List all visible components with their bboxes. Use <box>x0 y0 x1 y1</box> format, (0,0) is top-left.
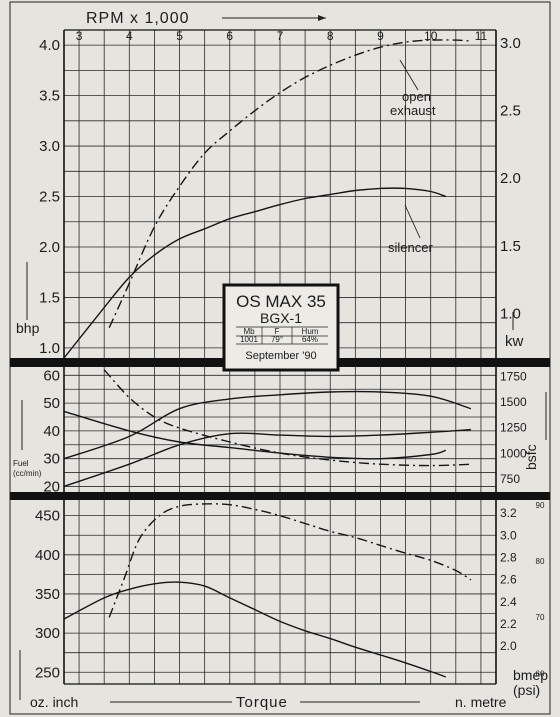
silencer-pointer <box>404 204 421 239</box>
left-tick-label: 1.0 <box>39 340 60 357</box>
open-exhaust-annotation-line1: open <box>402 89 431 104</box>
test-date: September '90 <box>245 350 316 362</box>
humidity-header: Hum <box>302 327 319 336</box>
left-tick-label: 30 <box>43 451 60 468</box>
bsfc-tick-label: 1250 <box>500 421 527 435</box>
open-exhaust-pointer <box>399 59 419 91</box>
left-tick-label: 1.5 <box>39 289 60 306</box>
bmep-label: bmep <box>513 667 548 683</box>
nm-tick-label: 2.8 <box>500 551 517 565</box>
torque-axis-label: Torque <box>236 694 288 711</box>
kw-tick-label: 1.5 <box>500 238 521 255</box>
series-bsfc-silencer-line <box>63 410 447 460</box>
bsfc-tick-label: 1000 <box>500 446 527 460</box>
temp-value: 79° <box>271 335 283 344</box>
rpm-tick-label: 9 <box>377 29 384 43</box>
bsfc-tick-label: 1750 <box>500 369 527 383</box>
nm-tick-label: 2.2 <box>500 617 517 631</box>
left-tick-label: 250 <box>35 664 60 681</box>
rpm-tick-label: 3 <box>76 29 83 43</box>
rpm-axis-label: RPM x 1,000 <box>86 10 189 27</box>
nm-tick-label: 3.2 <box>500 506 517 520</box>
baro-value: 1001 <box>240 335 258 344</box>
series-open-exhaust-line <box>108 39 471 328</box>
left-tick-label: 2.0 <box>39 239 60 256</box>
bsfc-tick-label: 1500 <box>500 395 527 409</box>
series-fuel-open-exhaust-line <box>63 390 472 460</box>
left-tick-label: 3.0 <box>39 138 60 155</box>
nm-tick-label: 2.6 <box>500 573 517 587</box>
title-box-frame <box>222 283 340 372</box>
bsfc-axis-label: bsfc <box>523 444 539 470</box>
left-tick-label: 60 <box>43 367 60 384</box>
rpm-tick-label: 11 <box>475 29 488 43</box>
bmep-tick-label: 90 <box>536 501 545 510</box>
left-tick-label: 40 <box>43 423 60 440</box>
left-tick-label: 2.5 <box>39 189 60 206</box>
bmep-unit-label: (psi) <box>513 682 540 698</box>
rpm-tick-label: 7 <box>277 29 284 43</box>
left-tick-label: 4.0 <box>39 37 60 54</box>
nm-tick-label: 3.0 <box>500 528 517 542</box>
tick-labels-layer: 3 4 5 6 7 8 9 10 11 1.0 1.5 2.0 2.5 3.0 3.5 4.0 20 30 40 50… <box>35 29 545 681</box>
rpm-tick-label: 5 <box>176 29 183 43</box>
kw-tick-label: 2.0 <box>500 170 521 187</box>
bhp-axis-label: bhp <box>16 320 40 336</box>
fuel-axis-unit: (cc/min) <box>13 469 42 478</box>
panel-divider-bottom <box>10 492 550 500</box>
rpm-tick-label: 10 <box>424 29 438 43</box>
series-silencer-line <box>63 187 447 359</box>
series-fuel-silencer-line <box>63 428 471 488</box>
kw-tick-label: 1.0 <box>500 305 521 322</box>
n-metre-label: n. metre <box>455 694 507 710</box>
left-tick-label: 450 <box>35 508 60 525</box>
silencer-annotation: silencer <box>388 240 433 255</box>
curves-layer <box>63 39 472 678</box>
engine-title-box: OS MAX 35 BGX-1 Mb F Hum 1001 79° 64% Se… <box>222 283 340 372</box>
kw-axis-label: kw <box>505 333 524 350</box>
bmep-tick-label: 70 <box>536 613 545 622</box>
nm-tick-label: 2.0 <box>500 639 517 653</box>
nm-tick-label: 2.4 <box>500 595 517 609</box>
bsfc-tick-label: 750 <box>500 472 520 486</box>
rpm-tick-label: 4 <box>126 29 133 43</box>
engine-name: OS MAX 35 <box>236 292 326 311</box>
left-tick-label: 400 <box>35 547 60 564</box>
left-tick-label: 300 <box>35 625 60 642</box>
left-tick-label: 3.5 <box>39 88 60 105</box>
bmep-tick-label: 80 <box>536 557 545 566</box>
left-tick-label: 350 <box>35 586 60 603</box>
baro-header: Mb <box>243 327 255 336</box>
open-exhaust-annotation-line2: exhaust <box>390 103 436 118</box>
kw-tick-label: 2.5 <box>500 102 521 119</box>
series-bsfc-open-exhaust-line <box>103 369 471 467</box>
rpm-tick-label: 6 <box>226 29 233 43</box>
humidity-value: 64% <box>302 335 318 344</box>
series-torque-open-exhaust-line <box>108 503 472 618</box>
engine-model: BGX-1 <box>260 310 302 326</box>
rpm-arrow-head <box>318 15 326 21</box>
temp-header: F <box>275 327 280 336</box>
left-tick-label: 50 <box>43 395 60 412</box>
series-torque-silencer-line <box>63 581 447 678</box>
kw-tick-label: 3.0 <box>500 35 521 52</box>
oz-inch-label: oz. inch <box>30 694 78 710</box>
fuel-axis-label: Fuel <box>13 459 29 468</box>
rpm-tick-label: 8 <box>327 29 334 43</box>
bmep-tick-label: 60 <box>536 669 545 678</box>
left-tick-label: 20 <box>43 478 60 495</box>
